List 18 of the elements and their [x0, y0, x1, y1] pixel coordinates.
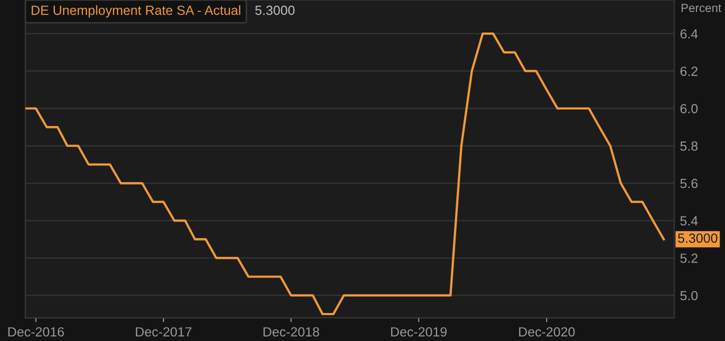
x-tick-label: Dec-2016: [8, 327, 64, 337]
y-tick-label: 5.0: [680, 290, 698, 300]
y-axis-title: Percent: [682, 4, 722, 12]
y-tick-label: 5.6: [680, 178, 698, 188]
annotation: 5.3000: [255, 6, 295, 15]
x-tick-label: Dec-2018: [264, 327, 320, 337]
y-tick-label: 6.4: [680, 29, 698, 39]
x-tick-label: Dec-2019: [391, 327, 447, 337]
x-tick-label: Dec-2017: [136, 327, 192, 337]
x-tick-label: Dec-2020: [519, 327, 575, 337]
y-tick-label: 5.8: [680, 141, 698, 151]
text: DE Unemployment Rate SA - Actual: [32, 5, 240, 18]
y-tick-label: 5.4: [680, 216, 698, 226]
y-tick-label: 5.2: [680, 254, 698, 263]
y-tick-label: 6.0: [680, 104, 698, 114]
annotation: 5.3000: [678, 233, 718, 243]
line-series: [25, 32, 665, 316]
y-tick-label: 6.2: [680, 66, 698, 76]
